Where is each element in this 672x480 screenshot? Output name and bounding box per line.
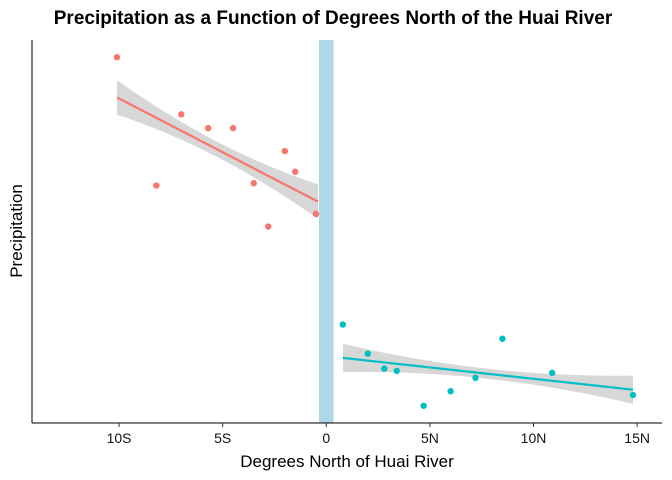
y-axis-title: Precipitation (7, 184, 26, 278)
x-tick-label: 5N (421, 430, 439, 446)
fit-line-2 (342, 356, 634, 391)
x-tick-label: 10N (521, 430, 547, 446)
x-axis-ticks: 10S 5S 0 5N 10N 15N (107, 423, 650, 446)
data-point (291, 168, 299, 175)
data-point (629, 391, 637, 399)
data-point (447, 388, 454, 395)
data-point (364, 350, 371, 357)
data-point (381, 365, 388, 372)
data-point (499, 335, 506, 342)
data-point (472, 374, 479, 382)
data-point (250, 180, 257, 187)
data-point (393, 367, 400, 375)
data-point (420, 402, 427, 409)
data-point (229, 124, 237, 132)
data-point (204, 124, 212, 132)
data-point (281, 147, 289, 155)
x-tick-label: 10S (107, 430, 132, 446)
data-point (548, 369, 556, 377)
data-point (113, 54, 121, 61)
plot-area (113, 40, 637, 423)
data-point (312, 210, 320, 218)
data-point (339, 321, 347, 328)
x-tick-label: 0 (322, 430, 330, 446)
x-tick-label: 15N (624, 430, 650, 446)
data-point (153, 182, 160, 189)
chart-title: Precipitation as a Function of Degrees N… (54, 8, 613, 29)
huai-river-band (319, 40, 334, 423)
x-axis-title: Degrees North of Huai River (240, 452, 454, 471)
x-tick-label: 5S (214, 430, 231, 446)
data-point (178, 111, 185, 118)
data-point (265, 223, 272, 230)
fit-line-1 (116, 96, 319, 203)
